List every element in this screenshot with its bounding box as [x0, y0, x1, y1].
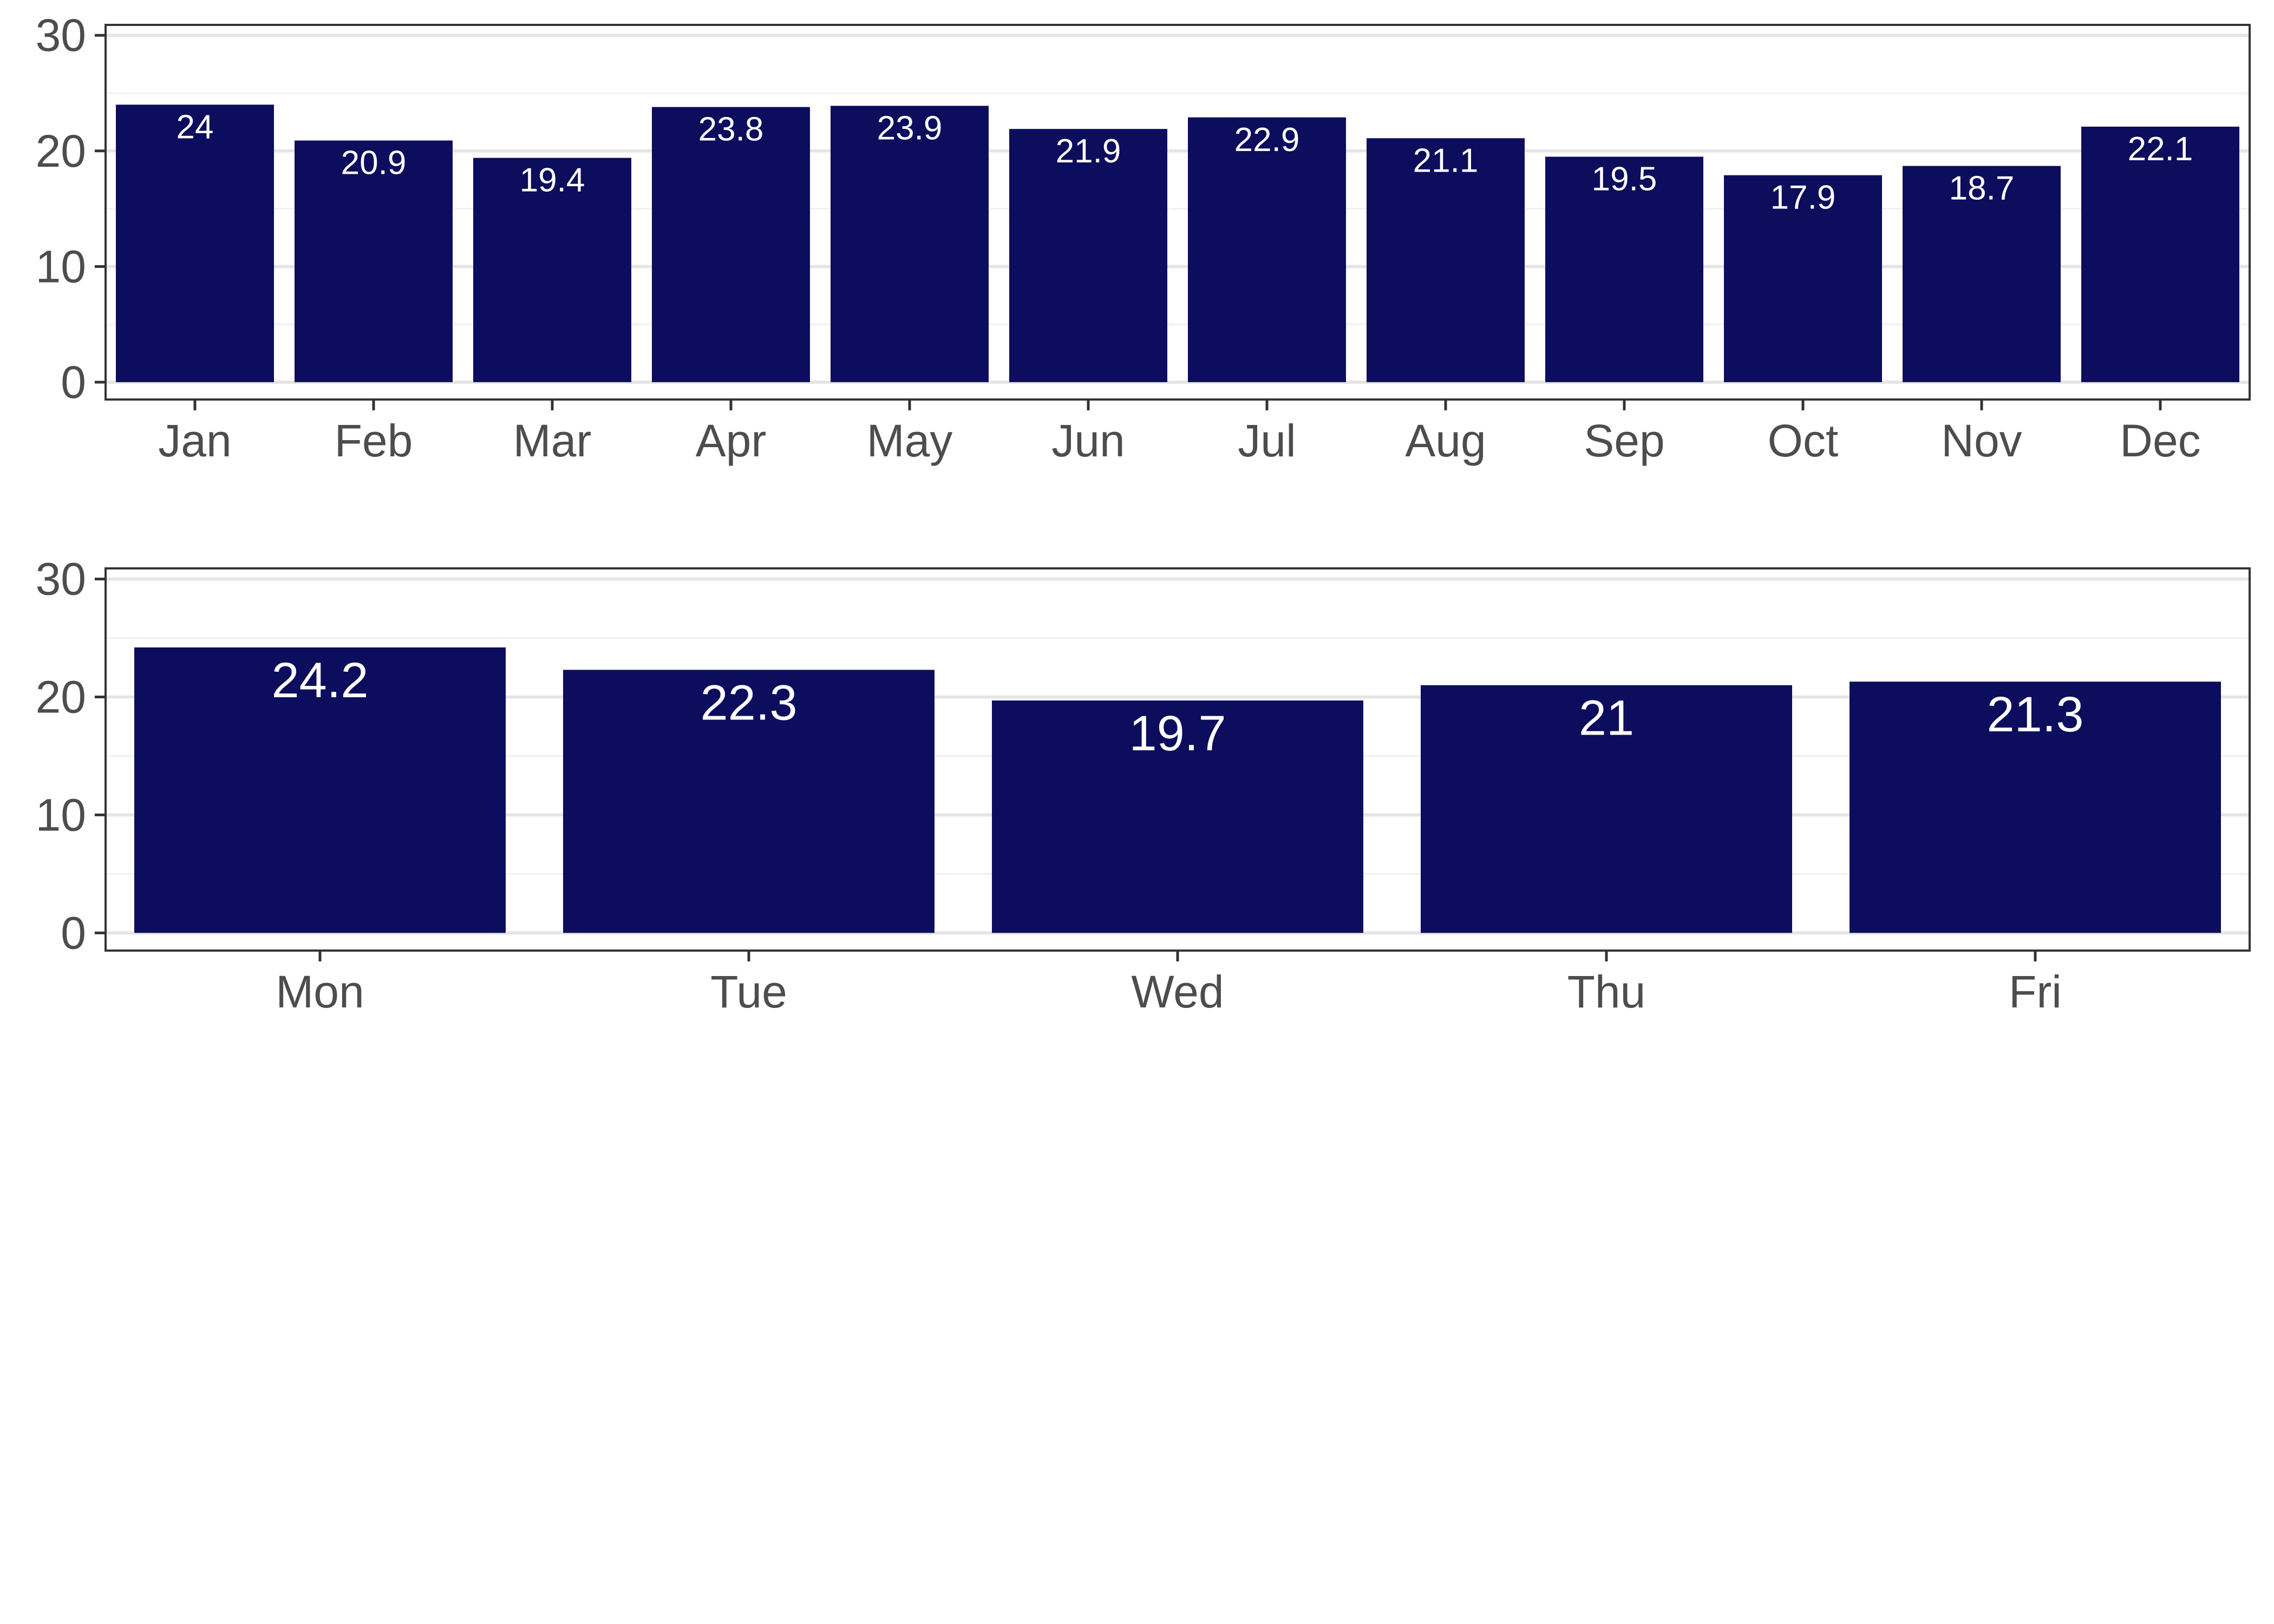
bar-value-label: 21.9 — [1056, 133, 1121, 170]
monthly-bar-chart: 24 20.9 19.4 23.8 23.9 21.9 22.9 21.1 19.5 17.9 18… — [36, 10, 2251, 466]
x-tick-label: Oct — [1768, 415, 1839, 466]
x-tick-label: Jul — [1238, 415, 1296, 466]
bar-value-label: 18.7 — [1949, 170, 2015, 207]
bar-value-label: 19.4 — [520, 162, 585, 199]
bar-value-label: 21.1 — [1413, 142, 1479, 179]
y-tick-label: 30 — [36, 10, 86, 61]
x-tick-label: Sep — [1584, 415, 1664, 466]
x-tick-label: Thu — [1567, 966, 1646, 1017]
bar-value-label: 19.5 — [1592, 160, 1657, 198]
y-tick-label: 10 — [36, 789, 86, 840]
bar-value-label: 24.2 — [271, 653, 368, 708]
bar-jan — [116, 104, 274, 382]
y-tick-label: 10 — [36, 241, 86, 292]
bar-value-label: 22.1 — [2128, 130, 2193, 168]
x-tick-label: Mon — [276, 966, 364, 1017]
x-tick-label: May — [867, 415, 953, 466]
bar-thu — [1421, 685, 1792, 933]
weekday-bar-chart: 24.2 22.3 19.7 21 21.3 0 10 20 30 Mon Tue Wed Thu Fri — [36, 554, 2251, 1017]
bar-sep — [1545, 156, 1703, 382]
bar-oct — [1724, 175, 1882, 382]
bar-nov — [1903, 166, 2061, 382]
x-tick-label: Apr — [696, 415, 767, 466]
x-tick-label: Tue — [710, 966, 787, 1017]
panel-background — [106, 25, 2250, 400]
x-tick-label: Mar — [513, 415, 592, 466]
y-tick-label: 20 — [36, 672, 86, 723]
bar-dec — [2081, 126, 2239, 382]
x-tick-label: Aug — [1405, 415, 1486, 466]
bar-value-label: 19.7 — [1129, 706, 1226, 761]
bar-jun — [1009, 129, 1167, 382]
x-tick-label: Dec — [2120, 415, 2200, 466]
bar-mon — [134, 647, 506, 933]
bar-value-label: 23.8 — [698, 111, 764, 148]
x-tick-label: Fri — [2009, 966, 2062, 1017]
bar-value-label: 24 — [177, 108, 214, 146]
x-tick-label: Jan — [158, 415, 231, 466]
y-tick-label: 30 — [36, 554, 86, 605]
bar-value-label: 17.9 — [1770, 179, 1836, 217]
bar-mar — [473, 158, 631, 382]
bar-value-label: 21.3 — [1987, 687, 2083, 742]
bar-wed — [992, 700, 1363, 933]
x-tick-label: Feb — [335, 415, 413, 466]
bar-value-label: 20.9 — [341, 145, 407, 182]
bar-value-label: 22.3 — [700, 675, 797, 730]
x-tick-label: Nov — [1941, 415, 2022, 466]
bar-value-label: 23.9 — [877, 110, 943, 147]
y-tick-label: 0 — [61, 907, 86, 958]
bar-feb — [295, 140, 453, 382]
bar-jul — [1188, 117, 1346, 382]
y-tick-label: 20 — [36, 126, 86, 176]
bar-fri — [1850, 682, 2221, 933]
bar-apr — [652, 107, 810, 382]
bar-value-label: 21 — [1579, 691, 1634, 746]
panel-border — [104, 24, 2251, 401]
bar-aug — [1367, 138, 1525, 382]
y-tick-label: 0 — [61, 357, 86, 408]
x-tick-label: Wed — [1131, 966, 1224, 1017]
bar-value-label: 22.9 — [1234, 121, 1300, 159]
x-tick-label: Jun — [1051, 415, 1125, 466]
bar-may — [831, 106, 989, 382]
bar-tue — [563, 670, 935, 933]
